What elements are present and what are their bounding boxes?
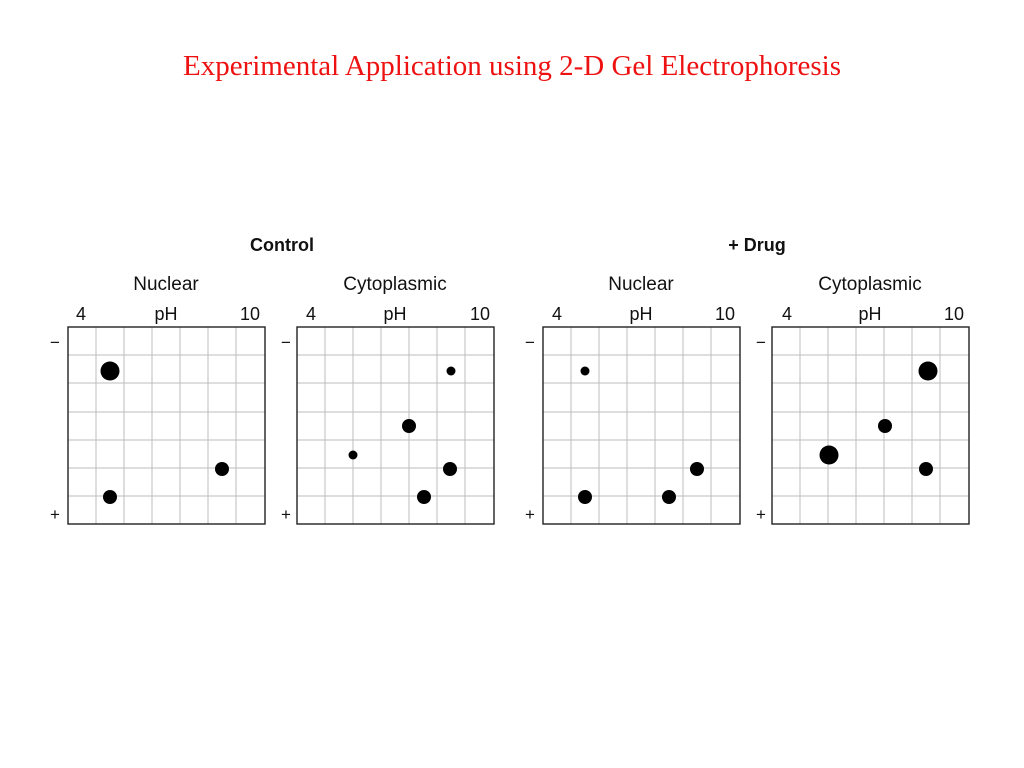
plus-label: + [50,505,60,524]
ph-min-label: 4 [782,304,792,324]
protein-spot [919,462,933,476]
minus-label: − [756,333,766,352]
gel-frame [296,326,495,525]
plus-label: + [756,505,766,524]
protein-spot [878,419,892,433]
panel-label: Cytoplasmic [343,274,446,295]
panel-label: Nuclear [133,274,199,295]
group-label-control: Control [250,235,314,255]
minus-label: − [525,333,535,352]
gel-frame [771,326,970,525]
ph-axis-label: pH [383,304,406,324]
ph-axis-label: pH [858,304,881,324]
protein-spot [348,450,358,460]
grid [297,327,494,524]
gel-panel-drug-cytoplasmic: Cytoplasmic 4 pH 10 − + [756,274,970,525]
grid [68,327,265,524]
protein-spot [215,462,229,476]
ph-min-label: 4 [306,304,316,324]
grid [772,327,969,524]
ph-min-label: 4 [552,304,562,324]
gel-frame [67,326,266,525]
panel-label: Nuclear [608,274,674,295]
ph-max-label: 10 [240,304,260,324]
panel-label: Cytoplasmic [818,274,921,295]
protein-spot [819,445,839,465]
gel-panel-control-nuclear: Nuclear 4 pH 10 − + [50,274,266,525]
protein-spot [578,490,592,504]
protein-spot [918,361,938,381]
ph-axis-label: pH [154,304,177,324]
group-label-drug: + Drug [728,235,786,255]
protein-spot [103,490,117,504]
gel-frame [542,326,741,525]
ph-max-label: 10 [944,304,964,324]
ph-max-label: 10 [715,304,735,324]
protein-spot [443,462,457,476]
gel-panel-control-cytoplasmic: Cytoplasmic 4 pH 10 − + [281,274,495,525]
protein-spot [402,419,416,433]
plus-label: + [281,505,291,524]
ph-min-label: 4 [76,304,86,324]
protein-spot [690,462,704,476]
gel-panel-drug-nuclear: Nuclear 4 pH 10 − + [525,274,741,525]
protein-spot [662,490,676,504]
minus-label: − [50,333,60,352]
grid [543,327,740,524]
ph-axis-label: pH [629,304,652,324]
protein-spot [580,366,590,376]
minus-label: − [281,333,291,352]
protein-spot [417,490,431,504]
ph-max-label: 10 [470,304,490,324]
protein-spot [100,361,120,381]
protein-spot [446,366,456,376]
plus-label: + [525,505,535,524]
slide-title: Experimental Application using 2-D Gel E… [183,50,841,82]
